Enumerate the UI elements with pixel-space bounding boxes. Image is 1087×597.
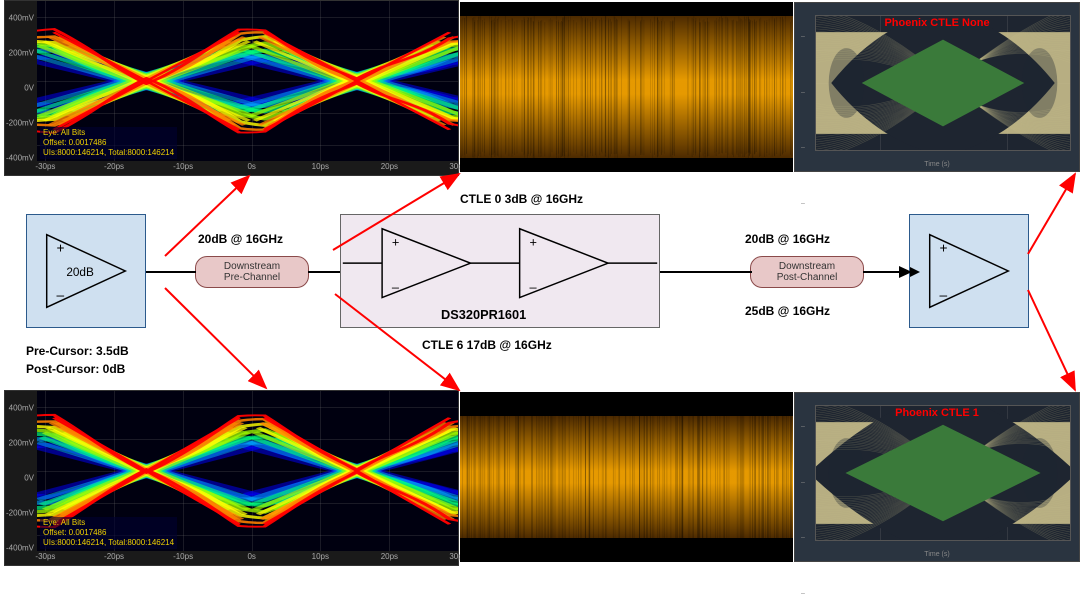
x-axis-label: 0s — [247, 552, 255, 561]
sim-eye-bottom: Phoenix CTLE 1Time (s)–––– — [794, 392, 1080, 562]
sim-eye-top: Phoenix CTLE NoneTime (s)–––– — [794, 2, 1080, 172]
x-axis-label: 10ps — [312, 552, 329, 561]
tx-gain-label: 20dB — [66, 266, 94, 279]
y-axis-label: 0V — [6, 474, 34, 483]
svg-text:–: – — [392, 280, 400, 295]
sim-x-axis-title: Time (s) — [924, 551, 949, 558]
post-loss-label: 20dB @ 16GHz — [745, 232, 830, 246]
y-axis-label: -200mV — [6, 118, 34, 127]
svg-text:+: + — [529, 234, 536, 249]
tx-amplifier: + –20dB — [26, 214, 146, 328]
x-axis-label: 20ps — [381, 552, 398, 561]
dense-plot-top — [460, 2, 793, 172]
wire — [863, 271, 909, 273]
eye-info-l2: Offset: 0.0017486 — [43, 528, 174, 538]
svg-text:–: – — [529, 280, 537, 295]
x-axis-label: 10ps — [312, 162, 329, 171]
sim-eye-title: Phoenix CTLE None — [884, 17, 989, 29]
callout-arrow — [165, 288, 266, 388]
x-axis-label: -30ps — [35, 552, 55, 561]
svg-text:+: + — [392, 234, 399, 249]
eye-diagram-top: 400mV 200mV 0V -200mV -400mV Eye: All BitsOff… — [4, 0, 459, 176]
post-cable-l2: Post-Channel — [777, 272, 838, 283]
x-axis-label: -10ps — [173, 552, 193, 561]
eye-info-l2: Offset: 0.0017486 — [43, 138, 174, 148]
pre-cursor-label: Pre-Cursor: 3.5dB — [26, 344, 129, 358]
post-loss2-label: 25dB @ 16GHz — [745, 304, 830, 318]
sim-eye-title: Phoenix CTLE 1 — [895, 407, 979, 419]
x-axis-label: 0s — [247, 162, 255, 171]
x-axis-label: -20ps — [104, 552, 124, 561]
x-axis-label: -30ps — [35, 162, 55, 171]
y-axis-label: -400mV — [6, 543, 34, 552]
wire — [146, 271, 196, 273]
y-axis-label: -400mV — [6, 153, 34, 162]
svg-text:+: + — [940, 240, 948, 255]
eye-info-l3: UIs:8000:146214, Total:8000:146214 — [43, 148, 174, 158]
y-axis-label: 400mV — [6, 14, 34, 23]
sim-x-axis-title: Time (s) — [924, 161, 949, 168]
svg-text:–: – — [940, 287, 948, 302]
rx-amplifier: +– — [909, 214, 1029, 328]
post-cable-l1: Downstream — [779, 261, 835, 272]
post-channel-cable: DownstreamPost-Channel — [750, 256, 864, 288]
pre-cable-l2: Pre-Channel — [224, 272, 280, 283]
post-cursor-label: Post-Cursor: 0dB — [26, 362, 125, 376]
pre-cable-l1: Downstream — [224, 261, 280, 272]
x-axis-label: -20ps — [104, 162, 124, 171]
svg-text:+: + — [57, 240, 65, 255]
pre-channel-cable: DownstreamPre-Channel — [195, 256, 309, 288]
x-axis-label: -10ps — [173, 162, 193, 171]
redriver-name: DS320PR1601 — [441, 307, 526, 322]
pre-loss-label: 20dB @ 16GHz — [198, 232, 283, 246]
callout-arrow — [1028, 290, 1075, 390]
y-axis-label: 200mV — [6, 439, 34, 448]
wire — [308, 271, 340, 273]
dense-plot-bottom — [460, 392, 793, 562]
y-axis-label: -200mV — [6, 508, 34, 517]
wire — [660, 271, 752, 273]
redriver-block: +–+–DS320PR1601 — [340, 214, 660, 328]
svg-text:–: – — [57, 287, 65, 302]
eye-info-l1: Eye: All Bits — [43, 128, 174, 138]
y-axis-label: 200mV — [6, 49, 34, 58]
eye-diagram-bottom: 400mV 200mV 0V -200mV -400mV Eye: All BitsOff… — [4, 390, 459, 566]
y-axis-label: 400mV — [6, 404, 34, 413]
callout-arrow — [1028, 174, 1075, 254]
eye-info-l3: UIs:8000:146214, Total:8000:146214 — [43, 538, 174, 548]
ctle6-label: CTLE 6 17dB @ 16GHz — [422, 338, 552, 352]
ctle0-label: CTLE 0 3dB @ 16GHz — [460, 192, 583, 206]
x-axis-label: 20ps — [381, 162, 398, 171]
eye-info-l1: Eye: All Bits — [43, 518, 174, 528]
y-axis-label: 0V — [6, 84, 34, 93]
